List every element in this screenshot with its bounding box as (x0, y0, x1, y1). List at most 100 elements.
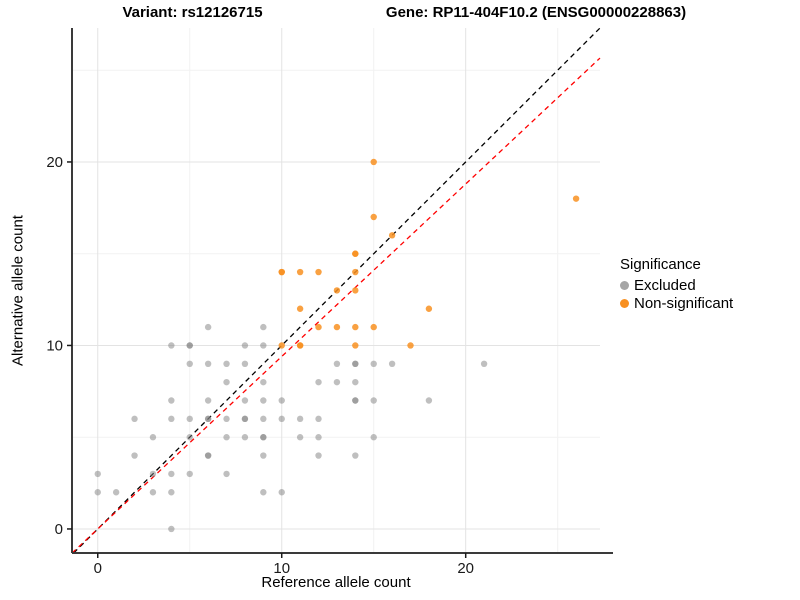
data-point-excluded (186, 360, 193, 368)
legend-label-excluded: Excluded (634, 276, 696, 294)
data-point-non-significant (352, 250, 359, 257)
data-point-non-significant (278, 342, 285, 349)
data-point-excluded (131, 415, 138, 423)
data-point-non-significant (333, 287, 341, 294)
data-point-excluded (112, 489, 120, 496)
data-point-non-significant (315, 323, 322, 331)
data-point-excluded (204, 397, 212, 404)
data-point-excluded (260, 323, 267, 331)
variant-title: Variant: rs12126715 (122, 4, 263, 21)
data-point-excluded (168, 415, 175, 423)
data-point-excluded (131, 452, 138, 459)
data-point-excluded (352, 360, 359, 368)
data-point-non-significant (315, 268, 322, 276)
data-point-excluded (204, 415, 212, 423)
data-point-excluded (186, 434, 193, 441)
data-point-non-significant (425, 305, 433, 312)
data-point-non-significant (333, 323, 341, 331)
data-point-excluded (168, 342, 175, 349)
data-point-non-significant (296, 268, 304, 276)
data-point-excluded (352, 378, 359, 386)
data-point-excluded (315, 415, 322, 423)
data-point-excluded (352, 397, 359, 404)
data-point-non-significant (370, 158, 377, 166)
gene-title: Gene: RP11-404F10.2 (ENSG00000228863) (385, 4, 687, 21)
data-point-excluded (296, 434, 304, 441)
x-axis-title: Reference allele count (261, 574, 411, 591)
data-point-non-significant (572, 195, 580, 202)
data-point-excluded (370, 434, 377, 441)
data-point-excluded (333, 378, 341, 386)
data-point-non-significant (296, 305, 304, 312)
data-point-excluded (168, 525, 175, 533)
data-point-non-significant (388, 232, 396, 239)
data-point-excluded (149, 470, 157, 478)
y-tick-label: 20 (46, 154, 63, 171)
data-point-excluded (241, 415, 249, 423)
data-point-excluded (204, 323, 212, 331)
data-point-excluded (370, 360, 377, 368)
data-point-excluded (168, 489, 175, 496)
data-point-non-significant (352, 287, 359, 294)
data-point-excluded (296, 415, 304, 423)
data-point-excluded (241, 397, 249, 404)
data-point-excluded (223, 378, 230, 386)
data-point-excluded (370, 397, 377, 404)
data-point-excluded (260, 489, 267, 496)
data-point-excluded (186, 342, 193, 349)
non-significant-dot-icon (620, 298, 629, 308)
data-point-excluded (260, 452, 267, 459)
data-point-non-significant (278, 268, 285, 276)
legend-item-excluded: Excluded (620, 276, 798, 294)
x-tick-label: 0 (94, 560, 102, 577)
data-point-excluded (94, 470, 101, 478)
x-tick-label: 10 (273, 560, 290, 577)
data-point-excluded (149, 489, 157, 496)
x-tick-label: 20 (457, 560, 474, 577)
data-point-excluded (315, 452, 322, 459)
data-point-excluded (480, 360, 488, 368)
y-tick-label: 10 (46, 337, 63, 354)
y-tick-label: 0 (55, 521, 63, 538)
data-point-excluded (223, 360, 230, 368)
data-point-excluded (223, 434, 230, 441)
data-point-excluded (204, 452, 212, 459)
data-point-non-significant (407, 342, 414, 349)
legend-label-non-significant: Non-significant (634, 294, 734, 312)
data-point-excluded (223, 415, 230, 423)
data-point-excluded (315, 378, 322, 386)
data-point-excluded (186, 415, 193, 423)
data-point-excluded (186, 470, 193, 478)
data-point-excluded (425, 397, 433, 404)
legend-title: Significance (620, 256, 701, 273)
legend: Significance Excluded Non-significant (620, 256, 798, 312)
legend-item-non-significant: Non-significant (620, 294, 798, 312)
data-point-excluded (333, 360, 341, 368)
data-point-excluded (241, 434, 249, 441)
data-point-excluded (352, 452, 359, 459)
data-point-excluded (315, 434, 322, 441)
data-point-excluded (241, 360, 249, 368)
fit-line (71, 57, 601, 554)
data-point-excluded (260, 434, 267, 441)
data-point-excluded (388, 360, 396, 368)
data-point-non-significant (370, 323, 377, 331)
data-point-non-significant (352, 268, 359, 276)
y-axis-title: Alternative allele count (9, 215, 27, 366)
excluded-dot-icon (620, 280, 629, 290)
data-point-excluded (260, 415, 267, 423)
data-point-excluded (94, 489, 101, 496)
data-point-excluded (241, 342, 249, 349)
data-point-excluded (168, 397, 175, 404)
data-point-non-significant (296, 342, 304, 349)
data-point-non-significant (352, 342, 359, 349)
data-point-excluded (260, 378, 267, 386)
data-point-excluded (260, 397, 267, 404)
data-point-excluded (168, 470, 175, 478)
data-point-excluded (278, 415, 285, 423)
data-point-non-significant (352, 323, 359, 331)
data-point-excluded (223, 470, 230, 478)
data-point-excluded (278, 397, 285, 404)
